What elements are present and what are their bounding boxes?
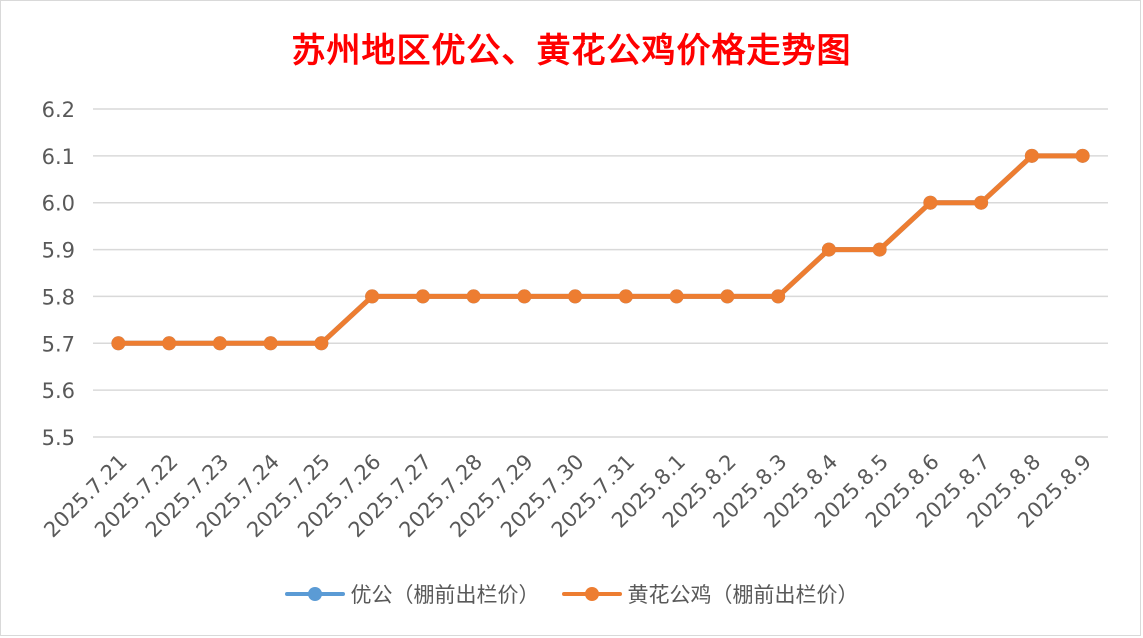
- y-tick-label: 5.7: [42, 332, 75, 356]
- legend-dot-1: [584, 587, 599, 601]
- y-tick-label: 6.2: [42, 98, 75, 122]
- series-1-point[interactable]: [466, 289, 481, 304]
- y-tick-label: 6.0: [42, 192, 75, 216]
- series-1-point[interactable]: [1024, 148, 1039, 163]
- y-tick-label: 5.9: [42, 239, 75, 263]
- legend-item-1[interactable]: 黄花公鸡（棚前出栏价）: [561, 579, 859, 609]
- series-1-point[interactable]: [923, 195, 938, 210]
- legend-label-1: 黄花公鸡（棚前出栏价）: [627, 583, 859, 607]
- series-1-point[interactable]: [212, 336, 227, 351]
- series-1-point[interactable]: [669, 289, 684, 304]
- series-1-point[interactable]: [314, 336, 329, 351]
- legend: 优公（棚前出栏价） 黄花公鸡（棚前出栏价）: [1, 579, 1142, 609]
- series-1-point[interactable]: [263, 336, 278, 351]
- series-1-point[interactable]: [618, 289, 633, 304]
- series-1-point[interactable]: [415, 289, 430, 304]
- legend-item-0[interactable]: 优公（棚前出栏价）: [284, 579, 540, 609]
- series-1-point[interactable]: [771, 289, 786, 304]
- series-1-point[interactable]: [517, 289, 532, 304]
- series-1-point[interactable]: [821, 242, 836, 257]
- y-tick-label: 6.1: [42, 145, 75, 169]
- chart-title: 苏州地区优公、黄花公鸡价格走势图: [291, 31, 852, 71]
- y-tick-label: 5.6: [42, 379, 75, 403]
- series-1-point[interactable]: [720, 289, 735, 304]
- series-line-1: [115, 153, 1086, 346]
- series-1-point[interactable]: [568, 289, 583, 304]
- series-1-point[interactable]: [365, 289, 380, 304]
- legend-swatch-0: [284, 584, 345, 604]
- series-1-point[interactable]: [111, 336, 126, 351]
- legend-swatch-1: [561, 584, 622, 604]
- y-tick-label: 5.5: [42, 426, 75, 450]
- legend-label-0: 优公（棚前出栏价）: [350, 583, 540, 607]
- series-1-point[interactable]: [974, 195, 989, 210]
- series-1-point[interactable]: [872, 242, 887, 257]
- series-1-point[interactable]: [1075, 148, 1090, 163]
- legend-dot-0: [307, 587, 322, 601]
- series-1-point[interactable]: [162, 336, 177, 351]
- y-tick-label: 5.8: [42, 285, 75, 309]
